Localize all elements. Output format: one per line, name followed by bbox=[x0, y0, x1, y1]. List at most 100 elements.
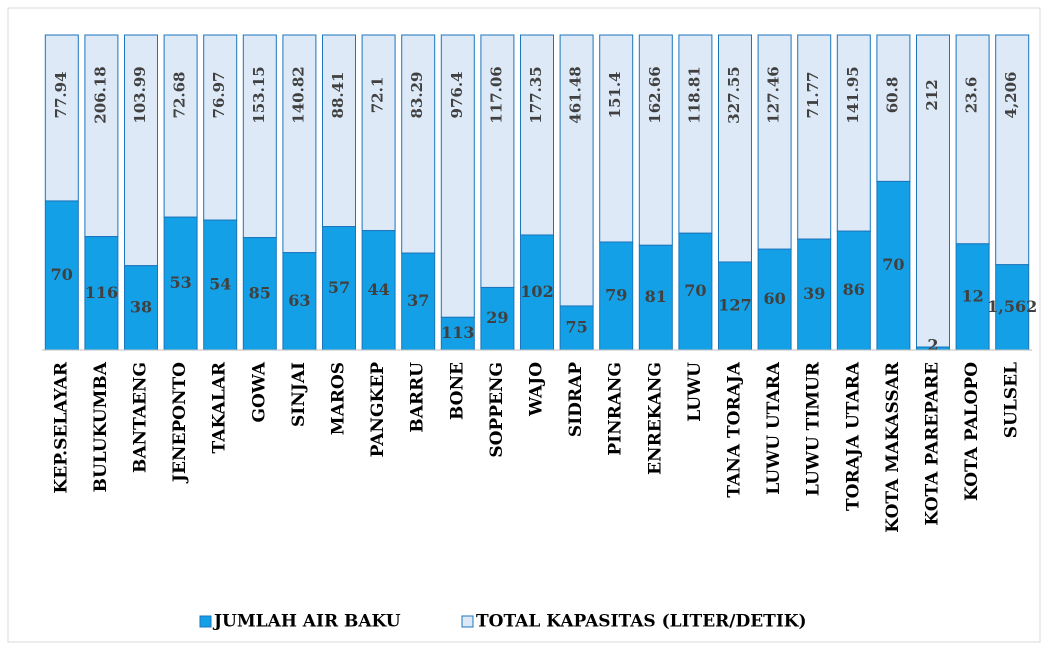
data-label: 461.48 bbox=[567, 66, 585, 123]
x-tick-label: ENREKANG bbox=[645, 362, 665, 475]
legend-label: TOTAL KAPASITAS (LITER/DETIK) bbox=[476, 612, 807, 632]
data-label: 70 bbox=[684, 281, 706, 300]
data-label: 177.35 bbox=[527, 66, 545, 123]
data-label: 38 bbox=[130, 297, 152, 316]
x-tick-label: MAROS bbox=[329, 362, 349, 435]
data-label: 75 bbox=[565, 317, 587, 336]
bar-segment bbox=[955, 243, 990, 351]
bar-segment bbox=[797, 34, 832, 240]
bar-segment bbox=[678, 232, 713, 351]
data-label: 70 bbox=[882, 255, 904, 274]
x-tick-label: PANGKEP bbox=[368, 362, 388, 458]
bar-segment bbox=[718, 261, 752, 351]
bar-segment bbox=[84, 236, 119, 351]
bar-segment bbox=[44, 34, 79, 202]
data-label: 53 bbox=[169, 273, 191, 292]
x-tick-label: LUWU UTARA bbox=[764, 361, 784, 495]
bar-segment bbox=[797, 238, 832, 351]
bar-segment bbox=[995, 264, 1030, 351]
bar-segment bbox=[995, 34, 1030, 266]
bar-segment bbox=[84, 34, 119, 238]
data-label: 2 bbox=[927, 336, 938, 355]
data-label: 4,206 bbox=[1002, 72, 1020, 119]
bar-segment bbox=[638, 244, 673, 351]
x-tick-label: LUWU TIMUR bbox=[804, 361, 824, 496]
data-label: 29 bbox=[486, 308, 508, 327]
bar-segment bbox=[242, 34, 277, 239]
bar-segment bbox=[124, 265, 158, 351]
data-label: 70 bbox=[51, 265, 73, 284]
x-tick-label: GOWA bbox=[249, 361, 269, 422]
data-label: 88.41 bbox=[329, 72, 347, 119]
x-tick-label: BARRU bbox=[408, 362, 428, 433]
data-label: 116 bbox=[85, 283, 118, 302]
bar-segment bbox=[520, 234, 554, 351]
data-label: 12 bbox=[961, 286, 983, 305]
data-label: 77.94 bbox=[52, 72, 70, 119]
data-label: 127 bbox=[718, 295, 751, 314]
data-label: 153.15 bbox=[250, 66, 268, 123]
bar-segment bbox=[203, 34, 238, 221]
bar-segment bbox=[282, 252, 317, 351]
x-tick-label: SINJAI bbox=[289, 362, 309, 427]
bar-segment bbox=[322, 226, 356, 351]
x-tick-label: BULUKUMBA bbox=[91, 361, 111, 492]
x-tick-label: SOPPENG bbox=[487, 362, 507, 458]
bar-segment bbox=[955, 34, 990, 245]
bar-segment bbox=[599, 241, 634, 351]
bar-segment bbox=[282, 34, 317, 254]
bar-segment bbox=[599, 34, 634, 243]
legend-label: JUMLAH AIR BAKU bbox=[212, 612, 401, 632]
bar-segment bbox=[559, 34, 594, 307]
data-label: 141.95 bbox=[844, 66, 862, 123]
x-tick-label: JENEPONTO bbox=[170, 362, 190, 484]
data-label: 79 bbox=[605, 285, 627, 304]
data-label: 206.18 bbox=[91, 66, 109, 123]
data-label: 162.66 bbox=[646, 66, 664, 123]
data-label: 127.46 bbox=[765, 66, 783, 123]
bar-segment bbox=[401, 34, 436, 254]
data-label: 118.81 bbox=[685, 66, 703, 123]
bar-segment bbox=[678, 34, 713, 234]
bar-segment bbox=[361, 34, 396, 232]
x-tick-label: SULSEL bbox=[1002, 362, 1022, 438]
x-tick-label: KOTA PAREPARE bbox=[923, 362, 943, 526]
x-tick-label: TANA TORAJA bbox=[725, 361, 745, 497]
x-tick-label: SIDRAP bbox=[566, 362, 586, 437]
data-label: 37 bbox=[407, 291, 429, 310]
data-label: 60 bbox=[763, 289, 785, 308]
data-label: 140.82 bbox=[289, 66, 307, 123]
bar-segment bbox=[480, 34, 515, 288]
data-label: 23.6 bbox=[963, 77, 981, 114]
bar-segment bbox=[718, 34, 752, 263]
data-label: 72.68 bbox=[171, 72, 189, 119]
x-tick-label: KOTA MAKASSAR bbox=[883, 361, 903, 533]
bar-segment bbox=[322, 34, 356, 228]
data-label: 151.4 bbox=[606, 72, 624, 119]
bar-segment bbox=[480, 286, 515, 351]
data-label: 102 bbox=[520, 282, 553, 301]
data-label: 81 bbox=[645, 287, 667, 306]
x-tick-label: KOTA PALOPO bbox=[962, 362, 982, 501]
bar-segment bbox=[440, 316, 475, 351]
data-label: 44 bbox=[367, 280, 389, 299]
bar-segment bbox=[520, 34, 554, 236]
x-tick-label: TAKALAR bbox=[210, 361, 230, 453]
data-label: 327.55 bbox=[725, 66, 743, 123]
bar-segment bbox=[638, 34, 673, 246]
data-label: 54 bbox=[209, 275, 231, 294]
data-label: 57 bbox=[328, 278, 350, 297]
data-label: 83.29 bbox=[408, 72, 426, 119]
x-tick-label: LUWU bbox=[685, 362, 705, 422]
data-label: 85 bbox=[249, 283, 271, 302]
bar-segment bbox=[836, 230, 871, 351]
data-label: 976.4 bbox=[448, 72, 466, 119]
x-tick-label: BANTAENG bbox=[131, 362, 151, 473]
bar-segment bbox=[163, 34, 198, 218]
bar-segment bbox=[44, 200, 79, 351]
data-label: 76.97 bbox=[210, 72, 228, 119]
legend-swatch bbox=[199, 615, 212, 628]
x-tick-label: TORAJA UTARA bbox=[843, 361, 863, 511]
data-label: 39 bbox=[803, 284, 825, 303]
